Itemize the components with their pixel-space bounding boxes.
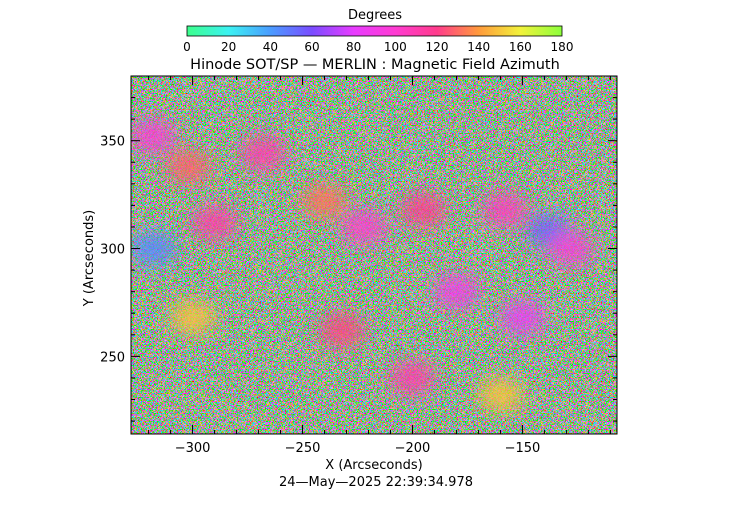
colorbar-label: Degrees — [348, 8, 402, 23]
colorbar-tick-label: 160 — [509, 40, 532, 54]
heatmap-noise — [131, 76, 617, 434]
heatmap-region — [478, 379, 523, 412]
colorbar-tick-label: 140 — [467, 40, 490, 54]
chart-title: Hinode SOT/SP — MERLIN : Magnetic Field … — [190, 57, 560, 73]
y-axis-label: Y (Arcseconds) — [82, 210, 97, 307]
heatmap-region — [170, 301, 215, 334]
x-axis-label: X (Arcseconds) — [325, 458, 422, 473]
heatmap-region — [390, 361, 435, 394]
colorbar-tick-label: 60 — [304, 40, 319, 54]
colorbar-tick-label: 20 — [221, 40, 236, 54]
heatmap-region — [240, 137, 285, 170]
heatmap-region — [401, 193, 446, 226]
colorbar-tick-label: 120 — [426, 40, 449, 54]
heatmap-area — [131, 76, 617, 434]
heatmap-region — [131, 232, 175, 265]
colorbar-ticks: 0 20 40 60 80 100 120 140 160 180 — [183, 40, 573, 54]
x-tick-label: −250 — [285, 441, 321, 456]
colorbar-tick-label: 180 — [551, 40, 574, 54]
heatmap-region — [320, 314, 365, 347]
heatmap-regions — [131, 120, 593, 412]
colorbar — [186, 25, 563, 37]
heatmap-region — [500, 301, 545, 334]
colorbar-tick-label: 80 — [346, 40, 361, 54]
heatmap-region — [131, 120, 175, 153]
colorbar-tick-label: 0 — [183, 40, 191, 54]
y-tick-label: 350 — [100, 135, 125, 150]
colorbar-tick-label: 40 — [263, 40, 278, 54]
heatmap-region — [434, 275, 479, 308]
heatmap-region — [482, 193, 527, 226]
y-tick-label: 250 — [100, 350, 125, 365]
x-tick-label: −300 — [175, 441, 211, 456]
heatmap-region — [342, 210, 387, 243]
x-tick-label: −150 — [505, 441, 541, 456]
timestamp: 24—May—2025 22:39:34.978 — [279, 475, 473, 490]
x-tick-label: −200 — [395, 441, 431, 456]
axes: −300 −250 −200 −150 250 300 350 — [100, 76, 617, 456]
heatmap-region — [192, 206, 237, 239]
heatmap-region — [302, 185, 347, 218]
heatmap-region — [548, 232, 593, 265]
y-tick-label: 300 — [100, 243, 125, 258]
colorbar-tick-label: 100 — [384, 40, 407, 54]
plot-frame — [130, 75, 618, 435]
heatmap-region — [166, 150, 211, 183]
